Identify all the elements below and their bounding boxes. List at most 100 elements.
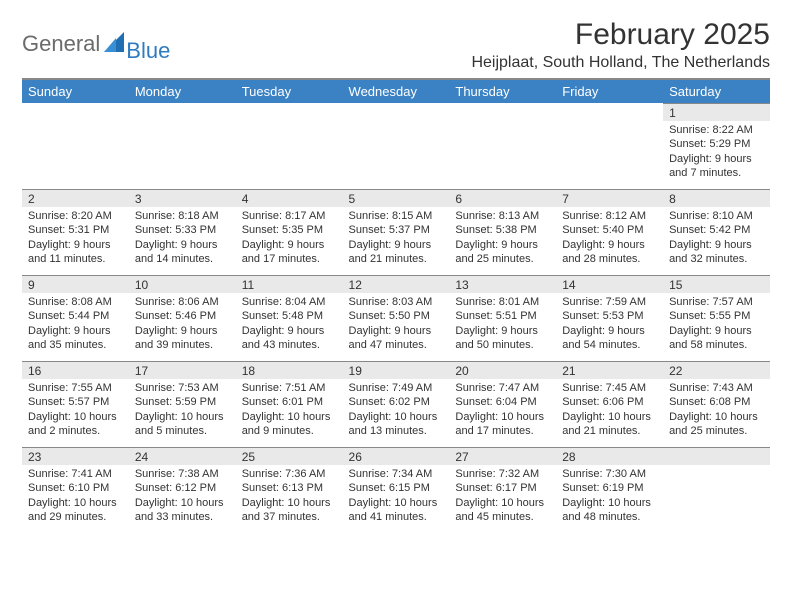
sunset-text: Sunset: 5:53 PM — [562, 309, 657, 323]
day-content: Sunrise: 7:59 AMSunset: 5:53 PMDaylight:… — [556, 293, 663, 356]
calendar-cell: 9Sunrise: 8:08 AMSunset: 5:44 PMDaylight… — [22, 275, 129, 361]
sunrise-text: Sunrise: 7:38 AM — [135, 467, 230, 481]
location-subtitle: Heijplaat, South Holland, The Netherland… — [471, 54, 770, 72]
daylight-text: Daylight: 9 hours and 32 minutes. — [669, 238, 764, 267]
calendar-cell: 21Sunrise: 7:45 AMSunset: 6:06 PMDayligh… — [556, 361, 663, 447]
day-number: 1 — [663, 103, 770, 121]
sunrise-text: Sunrise: 7:34 AM — [349, 467, 444, 481]
calendar-cell: 8Sunrise: 8:10 AMSunset: 5:42 PMDaylight… — [663, 189, 770, 275]
weekday-header: Tuesday — [236, 80, 343, 103]
day-number: 19 — [343, 361, 450, 379]
calendar-cell: 10Sunrise: 8:06 AMSunset: 5:46 PMDayligh… — [129, 275, 236, 361]
month-title: February 2025 — [471, 18, 770, 52]
calendar-cell: 23Sunrise: 7:41 AMSunset: 6:10 PMDayligh… — [22, 447, 129, 533]
daylight-text: Daylight: 9 hours and 7 minutes. — [669, 152, 764, 181]
calendar-cell: 12Sunrise: 8:03 AMSunset: 5:50 PMDayligh… — [343, 275, 450, 361]
sunset-text: Sunset: 6:04 PM — [455, 395, 550, 409]
day-number: 23 — [22, 447, 129, 465]
sunrise-text: Sunrise: 8:04 AM — [242, 295, 337, 309]
sunrise-text: Sunrise: 8:01 AM — [455, 295, 550, 309]
calendar-cell: 7Sunrise: 8:12 AMSunset: 5:40 PMDaylight… — [556, 189, 663, 275]
daylight-text: Daylight: 9 hours and 25 minutes. — [455, 238, 550, 267]
daylight-text: Daylight: 9 hours and 28 minutes. — [562, 238, 657, 267]
daylight-text: Daylight: 9 hours and 54 minutes. — [562, 324, 657, 353]
sunset-text: Sunset: 5:57 PM — [28, 395, 123, 409]
daylight-text: Daylight: 10 hours and 48 minutes. — [562, 496, 657, 525]
sunset-text: Sunset: 6:13 PM — [242, 481, 337, 495]
day-content: Sunrise: 7:53 AMSunset: 5:59 PMDaylight:… — [129, 379, 236, 442]
day-number: 10 — [129, 275, 236, 293]
day-number: 8 — [663, 189, 770, 207]
day-number: 3 — [129, 189, 236, 207]
day-number: 25 — [236, 447, 343, 465]
day-number: 21 — [556, 361, 663, 379]
day-content: Sunrise: 8:18 AMSunset: 5:33 PMDaylight:… — [129, 207, 236, 270]
day-number: 14 — [556, 275, 663, 293]
day-number: 18 — [236, 361, 343, 379]
sunrise-text: Sunrise: 8:20 AM — [28, 209, 123, 223]
day-content: Sunrise: 8:15 AMSunset: 5:37 PMDaylight:… — [343, 207, 450, 270]
calendar-cell: 16Sunrise: 7:55 AMSunset: 5:57 PMDayligh… — [22, 361, 129, 447]
calendar-cell: 4Sunrise: 8:17 AMSunset: 5:35 PMDaylight… — [236, 189, 343, 275]
calendar-cell: 3Sunrise: 8:18 AMSunset: 5:33 PMDaylight… — [129, 189, 236, 275]
day-number: 24 — [129, 447, 236, 465]
sunset-text: Sunset: 6:12 PM — [135, 481, 230, 495]
sunset-text: Sunset: 6:10 PM — [28, 481, 123, 495]
weekday-header: Monday — [129, 80, 236, 103]
sunset-text: Sunset: 5:51 PM — [455, 309, 550, 323]
day-content: Sunrise: 8:12 AMSunset: 5:40 PMDaylight:… — [556, 207, 663, 270]
sunrise-text: Sunrise: 8:13 AM — [455, 209, 550, 223]
sunrise-text: Sunrise: 7:30 AM — [562, 467, 657, 481]
calendar-cell — [663, 447, 770, 533]
weekday-header-row: Sunday Monday Tuesday Wednesday Thursday… — [22, 80, 770, 103]
day-content: Sunrise: 8:10 AMSunset: 5:42 PMDaylight:… — [663, 207, 770, 270]
daylight-text: Daylight: 9 hours and 43 minutes. — [242, 324, 337, 353]
calendar-cell — [556, 103, 663, 189]
calendar-cell — [343, 103, 450, 189]
calendar-cell — [129, 103, 236, 189]
sunset-text: Sunset: 5:40 PM — [562, 223, 657, 237]
day-content: Sunrise: 7:36 AMSunset: 6:13 PMDaylight:… — [236, 465, 343, 528]
calendar-cell: 27Sunrise: 7:32 AMSunset: 6:17 PMDayligh… — [449, 447, 556, 533]
day-content: Sunrise: 8:22 AMSunset: 5:29 PMDaylight:… — [663, 121, 770, 184]
calendar-cell: 15Sunrise: 7:57 AMSunset: 5:55 PMDayligh… — [663, 275, 770, 361]
day-content: Sunrise: 8:04 AMSunset: 5:48 PMDaylight:… — [236, 293, 343, 356]
day-content: Sunrise: 7:41 AMSunset: 6:10 PMDaylight:… — [22, 465, 129, 528]
sunset-text: Sunset: 6:02 PM — [349, 395, 444, 409]
day-number: 26 — [343, 447, 450, 465]
sunrise-text: Sunrise: 7:47 AM — [455, 381, 550, 395]
daylight-text: Daylight: 9 hours and 35 minutes. — [28, 324, 123, 353]
calendar-row: 16Sunrise: 7:55 AMSunset: 5:57 PMDayligh… — [22, 361, 770, 447]
daylight-text: Daylight: 10 hours and 41 minutes. — [349, 496, 444, 525]
daylight-text: Daylight: 9 hours and 39 minutes. — [135, 324, 230, 353]
sunset-text: Sunset: 5:33 PM — [135, 223, 230, 237]
daylight-text: Daylight: 9 hours and 14 minutes. — [135, 238, 230, 267]
calendar-cell: 19Sunrise: 7:49 AMSunset: 6:02 PMDayligh… — [343, 361, 450, 447]
day-content: Sunrise: 8:17 AMSunset: 5:35 PMDaylight:… — [236, 207, 343, 270]
weekday-header: Wednesday — [343, 80, 450, 103]
calendar-cell: 5Sunrise: 8:15 AMSunset: 5:37 PMDaylight… — [343, 189, 450, 275]
day-number: 27 — [449, 447, 556, 465]
day-content: Sunrise: 7:32 AMSunset: 6:17 PMDaylight:… — [449, 465, 556, 528]
day-number-empty — [663, 447, 770, 465]
day-content: Sunrise: 7:51 AMSunset: 6:01 PMDaylight:… — [236, 379, 343, 442]
calendar-row: 2Sunrise: 8:20 AMSunset: 5:31 PMDaylight… — [22, 189, 770, 275]
page-header: General Blue February 2025 Heijplaat, So… — [22, 18, 770, 72]
calendar-cell: 25Sunrise: 7:36 AMSunset: 6:13 PMDayligh… — [236, 447, 343, 533]
daylight-text: Daylight: 10 hours and 29 minutes. — [28, 496, 123, 525]
sunrise-text: Sunrise: 8:06 AM — [135, 295, 230, 309]
calendar-cell: 26Sunrise: 7:34 AMSunset: 6:15 PMDayligh… — [343, 447, 450, 533]
calendar-cell — [449, 103, 556, 189]
daylight-text: Daylight: 9 hours and 21 minutes. — [349, 238, 444, 267]
calendar-cell: 22Sunrise: 7:43 AMSunset: 6:08 PMDayligh… — [663, 361, 770, 447]
calendar-row: 23Sunrise: 7:41 AMSunset: 6:10 PMDayligh… — [22, 447, 770, 533]
day-number: 22 — [663, 361, 770, 379]
sunset-text: Sunset: 5:55 PM — [669, 309, 764, 323]
sunset-text: Sunset: 5:29 PM — [669, 137, 764, 151]
day-number: 6 — [449, 189, 556, 207]
calendar-cell: 13Sunrise: 8:01 AMSunset: 5:51 PMDayligh… — [449, 275, 556, 361]
day-content: Sunrise: 7:30 AMSunset: 6:19 PMDaylight:… — [556, 465, 663, 528]
daylight-text: Daylight: 9 hours and 17 minutes. — [242, 238, 337, 267]
calendar-row: 9Sunrise: 8:08 AMSunset: 5:44 PMDaylight… — [22, 275, 770, 361]
sunrise-text: Sunrise: 7:57 AM — [669, 295, 764, 309]
